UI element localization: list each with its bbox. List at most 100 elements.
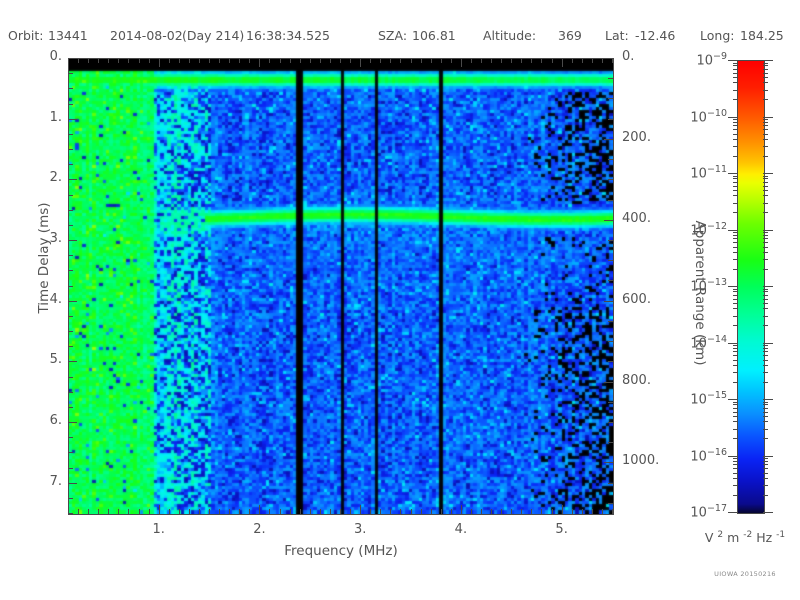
y-minor-tick <box>68 195 73 196</box>
y2-tick-label: 200. <box>622 129 651 145</box>
x-axis-title: Frequency (MHz) <box>284 543 398 559</box>
colorbar-minor-tick <box>733 190 738 191</box>
x-minor-tick-top <box>269 58 270 63</box>
colorbar-minor-tick <box>733 458 738 459</box>
x-major-tick <box>360 505 361 514</box>
x-minor-tick <box>118 509 119 514</box>
colorbar-minor-tick <box>733 464 738 465</box>
x-minor-tick <box>370 509 371 514</box>
longitude-label: Long: <box>700 28 735 43</box>
x-minor-tick <box>441 509 442 514</box>
x-minor-tick-top <box>340 58 341 63</box>
colorbar-major-tick <box>763 512 773 513</box>
colorbar-minor-tick <box>733 119 738 120</box>
x-minor-tick-top <box>471 58 472 63</box>
y-minor-tick <box>68 437 73 438</box>
colorbar-minor-tick <box>763 73 768 74</box>
x-minor-tick <box>602 509 603 514</box>
colorbar-minor-tick <box>763 77 768 78</box>
colorbar-major-tick <box>728 399 738 400</box>
x-minor-tick <box>340 509 341 514</box>
x-minor-tick-top <box>249 58 250 63</box>
y-minor-tick <box>68 392 73 393</box>
x-minor-tick-top <box>98 58 99 63</box>
x-minor-tick-top <box>431 58 432 63</box>
y-minor-tick <box>68 225 73 226</box>
y2-minor-tick <box>608 341 613 342</box>
colorbar-gradient <box>738 61 764 513</box>
colorbar-minor-tick <box>763 416 768 417</box>
colorbar-minor-tick <box>733 176 738 177</box>
y-tick-label: 2. <box>49 170 62 186</box>
colorbar-minor-tick <box>763 291 768 292</box>
y-minor-tick <box>68 316 73 317</box>
x-minor-tick <box>531 509 532 514</box>
y-minor-tick <box>68 407 73 408</box>
x-major-tick <box>461 505 462 514</box>
x-minor-tick <box>451 509 452 514</box>
y2-minor-tick <box>608 442 613 443</box>
x-minor-tick <box>229 509 230 514</box>
colorbar-minor-tick <box>763 146 768 147</box>
x-minor-tick-top <box>552 58 553 63</box>
colorbar-tick-label: 10−14 <box>690 333 727 351</box>
colorbar-major-tick <box>763 60 773 61</box>
colorbar-tick-label: 10−17 <box>690 503 727 521</box>
y2-major-tick <box>604 58 613 59</box>
y2-minor-tick <box>608 503 613 504</box>
colorbar <box>737 60 765 514</box>
colorbar-minor-tick <box>763 259 768 260</box>
x-minor-tick <box>128 509 129 514</box>
credit-watermark: UIOWA 20150216 <box>714 570 776 578</box>
colorbar-minor-tick <box>733 421 738 422</box>
colorbar-minor-tick <box>763 186 768 187</box>
x-minor-tick <box>290 509 291 514</box>
y-major-tick <box>68 361 77 362</box>
x-minor-tick-top <box>441 58 442 63</box>
x-minor-tick-top <box>229 58 230 63</box>
colorbar-minor-tick <box>733 242 738 243</box>
colorbar-minor-tick <box>733 65 738 66</box>
colorbar-minor-tick <box>763 355 768 356</box>
colorbar-minor-tick <box>763 99 768 100</box>
y-minor-tick <box>68 468 73 469</box>
colorbar-minor-tick <box>763 295 768 296</box>
colorbar-minor-tick <box>763 404 768 405</box>
x-minor-tick-top <box>189 58 190 63</box>
colorbar-minor-tick <box>733 186 738 187</box>
colorbar-minor-tick <box>763 325 768 326</box>
colorbar-minor-tick <box>763 360 768 361</box>
colorbar-minor-tick <box>763 238 768 239</box>
colorbar-minor-tick <box>733 429 738 430</box>
y2-tick-label: 800. <box>622 372 651 388</box>
colorbar-minor-tick <box>763 421 768 422</box>
colorbar-minor-tick <box>733 289 738 290</box>
x-minor-tick-top <box>108 58 109 63</box>
colorbar-minor-tick <box>733 156 738 157</box>
x-minor-tick-top <box>239 58 240 63</box>
colorbar-minor-tick <box>733 129 738 130</box>
colorbar-minor-tick <box>733 345 738 346</box>
y2-minor-tick <box>608 159 613 160</box>
x-minor-tick <box>491 509 492 514</box>
colorbar-minor-tick <box>733 73 738 74</box>
colorbar-minor-tick <box>763 203 768 204</box>
x-minor-tick <box>552 509 553 514</box>
y-minor-tick <box>68 286 73 287</box>
x-minor-tick-top <box>128 58 129 63</box>
y-major-tick <box>68 422 77 423</box>
orbit-label: Orbit: <box>8 28 44 43</box>
colorbar-minor-tick <box>763 429 768 430</box>
y-major-tick <box>68 119 77 120</box>
colorbar-minor-tick <box>733 125 738 126</box>
x-minor-tick-top <box>118 58 119 63</box>
colorbar-minor-tick <box>733 461 738 462</box>
colorbar-major-tick <box>728 173 738 174</box>
y-major-tick <box>68 240 77 241</box>
colorbar-minor-tick <box>763 348 768 349</box>
colorbar-minor-tick <box>733 360 738 361</box>
y2-tick-label: 0. <box>622 49 635 64</box>
colorbar-minor-tick <box>733 178 738 179</box>
x-minor-tick-top <box>531 58 532 63</box>
x-minor-tick <box>390 509 391 514</box>
